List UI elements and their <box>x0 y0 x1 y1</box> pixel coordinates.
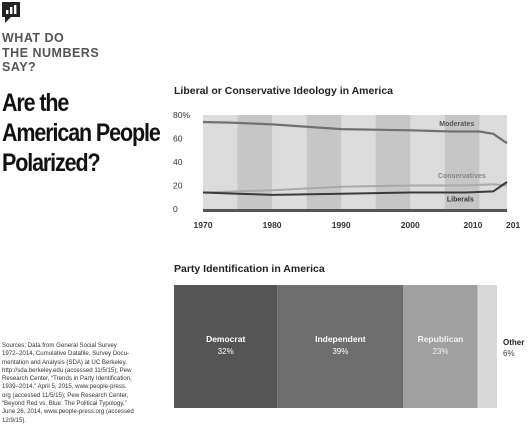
source-line: 1972–2014, Cumulative Datafile, Survey D… <box>2 350 130 358</box>
x-tick-label: 1980 <box>263 220 282 230</box>
series-line-moderates <box>202 120 508 145</box>
segment-democrat <box>174 285 278 408</box>
ideology-line-chart: 80% 60 40 20 0 1970 1980 1990 2000 2010 2014 Modera… <box>173 110 520 230</box>
headline-line: Polarized? <box>2 149 101 177</box>
other-category-name: Other <box>503 338 525 347</box>
x-axis-line <box>203 209 507 212</box>
x-tick-label: 2010 <box>463 220 482 230</box>
source-line: mentation and Analysis (SDA) at UC Berke… <box>2 358 127 366</box>
segment-label: Democrat <box>206 334 245 344</box>
source-line: org (accessed 11/5/15); Pew Research Cen… <box>2 391 129 399</box>
segment-value-label: 23% <box>432 347 448 356</box>
y-tick-label: 80% <box>173 110 190 120</box>
speech-bubble-chart-icon <box>2 2 20 24</box>
headline-line: American People <box>2 119 161 147</box>
other-category-value: 6% <box>503 349 515 358</box>
segment-republican <box>403 285 478 408</box>
x-tick-label: 2014 <box>506 220 520 230</box>
segment-label: Independent <box>315 334 366 344</box>
source-line: 1939–2014,” April 5, 2015, www.people-pr… <box>2 383 127 391</box>
series-label: Liberals <box>447 196 474 203</box>
party-identification-chart: Democrat 32% Independent 39% Republican 23% <box>174 285 497 408</box>
kicker-line: WHAT DO <box>2 31 65 45</box>
section-kicker: WHAT DO THE NUMBERS SAY? <box>2 31 142 75</box>
y-tick-label: 60 <box>173 134 183 144</box>
segment-value-label: 32% <box>218 347 234 356</box>
source-line: 12/9/15). <box>2 416 27 424</box>
shaded-period-band <box>444 115 480 209</box>
other-label: Other 6% <box>503 337 524 359</box>
series-label: Conservatives <box>438 173 486 180</box>
page-headline: Are the American People Polarized? <box>2 88 170 178</box>
segment-other <box>477 285 497 408</box>
segment-label: Republican <box>418 334 464 344</box>
headline-line: Are the <box>2 89 69 117</box>
series-line-liberals <box>202 181 508 196</box>
sources-note: Sources: Data from General Social Survey… <box>2 342 167 425</box>
source-line: Sources: Data from General Social Survey <box>2 342 117 349</box>
x-tick-label: 1990 <box>332 220 351 230</box>
y-tick-label: 20 <box>173 181 183 191</box>
x-tick-label: 1970 <box>194 220 213 230</box>
source-line: June 26, 2014, www.people-press.org (acc… <box>2 408 134 416</box>
source-line: Research Center, “Trends in Party Identi… <box>2 375 132 383</box>
source-line: http://sda.berkeley.edu (accessed 11/5/1… <box>2 366 132 374</box>
x-tick-label: 2000 <box>401 220 420 230</box>
kicker-line: SAY? <box>2 60 37 74</box>
series-line-conservatives <box>202 183 508 194</box>
y-tick-label: 0 <box>173 204 178 214</box>
party-chart-title: Party Identification in America <box>174 263 325 275</box>
segment-independent <box>277 285 404 408</box>
kicker-line: THE NUMBERS <box>2 45 100 60</box>
series-label: Moderates <box>439 121 474 128</box>
source-line: “Beyond Red vs. Blue: The Political Typo… <box>2 400 127 408</box>
segment-value-label: 39% <box>332 347 348 356</box>
y-tick-label: 40 <box>173 157 183 167</box>
ideology-chart-title: Liberal or Conservative Ideology in Amer… <box>174 85 394 97</box>
